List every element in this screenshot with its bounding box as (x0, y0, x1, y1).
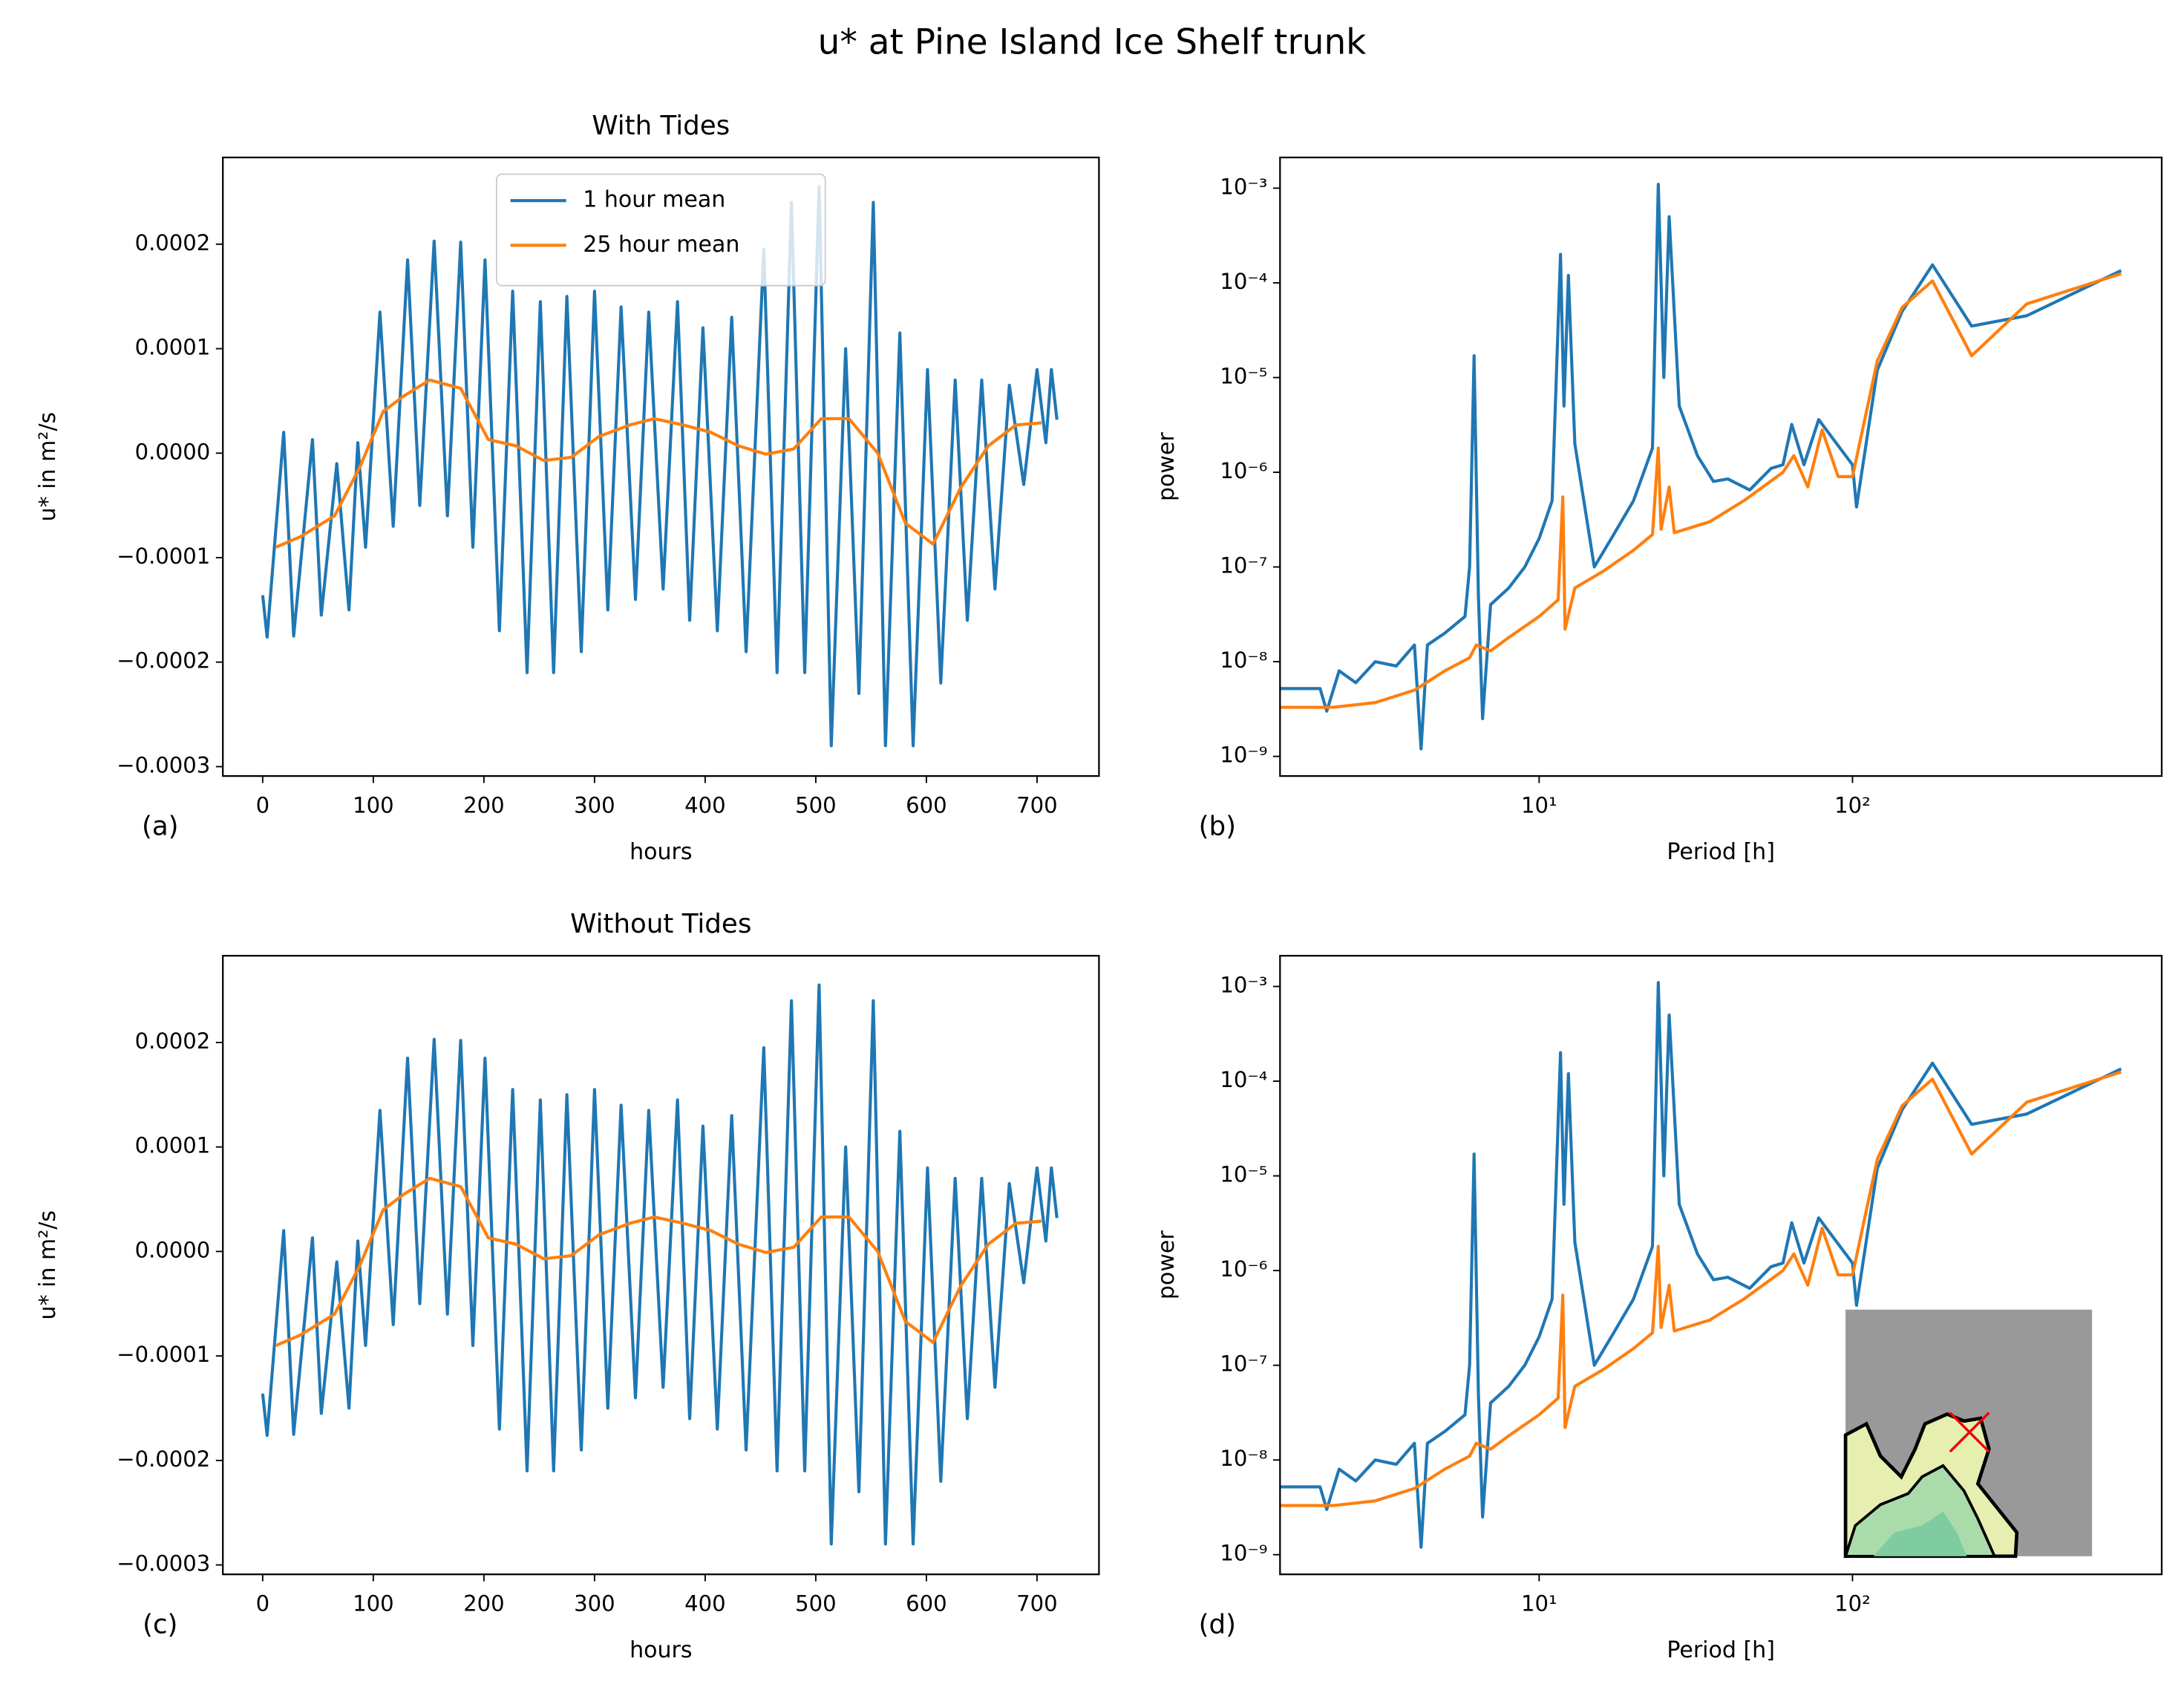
panel-label: (b) (1199, 812, 1236, 842)
legend-box (495, 173, 826, 287)
y-tick-label: −0.0002 (117, 648, 210, 673)
y-tick-label: 10⁻⁸ (1220, 647, 1267, 673)
x-tick-label: 700 (1016, 1591, 1058, 1616)
y-tick-label: 10⁻⁹ (1220, 743, 1267, 768)
x-tick-label: 300 (574, 1591, 615, 1616)
y-tick-label: 10⁻⁴ (1220, 269, 1267, 294)
x-tick-label: 10¹ (1521, 1591, 1557, 1616)
y-tick-label: 0.0000 (135, 1237, 211, 1262)
y-tick-label: 0.0000 (135, 439, 211, 464)
x-tick-label: 700 (1016, 792, 1058, 818)
inset-marker (1949, 1412, 1990, 1453)
y-tick-label: 10⁻⁸ (1220, 1446, 1267, 1471)
x-tick-label: 200 (463, 1591, 505, 1616)
x-tick-label: 400 (684, 792, 726, 818)
x-tick-label: 0 (256, 792, 270, 818)
y-tick-label: −0.0002 (117, 1446, 210, 1472)
legend-label: 1 hour mean (583, 187, 725, 213)
series-line (1281, 1070, 2122, 1507)
x-tick-label: 500 (795, 792, 837, 818)
x-axis-label: hours (630, 839, 692, 865)
y-tick-label: 10⁻⁵ (1220, 1162, 1267, 1187)
axes-title: Without Tides (570, 909, 751, 939)
axes-frame (222, 955, 1100, 1576)
y-axis-label: power (1154, 432, 1180, 501)
x-tick-label: 300 (574, 792, 615, 818)
series-line (1281, 183, 2122, 751)
x-tick-label: 200 (463, 792, 505, 818)
y-tick-label: 0.0002 (135, 230, 211, 255)
series-line (261, 983, 1059, 1546)
axes-title: With Tides (592, 111, 730, 141)
x-tick-label: 0 (256, 1591, 270, 1616)
panel-label: (a) (142, 812, 179, 842)
figure-title: u* at Pine Island Ice Shelf trunk (818, 22, 1367, 63)
y-tick-label: −0.0003 (117, 752, 210, 777)
y-axis-label: power (1154, 1230, 1180, 1299)
y-tick-label: 10⁻³ (1220, 174, 1267, 199)
axes-frame (222, 156, 1100, 777)
y-tick-label: 10⁻⁷ (1220, 1351, 1267, 1377)
series-line (275, 378, 1042, 549)
panel-label: (c) (143, 1610, 177, 1640)
y-tick-label: 10⁻⁹ (1220, 1541, 1267, 1566)
x-tick-label: 100 (353, 792, 394, 818)
y-tick-label: 10⁻⁶ (1220, 1256, 1267, 1282)
x-tick-label: 600 (906, 792, 947, 818)
y-axis-label: u* in m²/s (35, 1210, 61, 1319)
y-tick-label: −0.0001 (117, 544, 210, 569)
series-line (1281, 981, 2122, 1549)
legend-label: 25 hour mean (583, 232, 739, 258)
y-tick-label: 10⁻⁶ (1220, 458, 1267, 483)
y-axis-label: u* in m²/s (35, 412, 61, 521)
x-tick-label: 100 (353, 1591, 394, 1616)
y-tick-label: 0.0002 (135, 1028, 211, 1054)
y-tick-label: −0.0003 (117, 1551, 210, 1576)
y-tick-label: 10⁻³ (1220, 973, 1267, 998)
y-tick-label: 10⁻⁵ (1220, 363, 1267, 388)
x-tick-label: 500 (795, 1591, 837, 1616)
inset-shelf-core (1873, 1511, 1967, 1556)
x-tick-label: 600 (906, 1591, 947, 1616)
x-axis-label: Period [h] (1667, 839, 1775, 865)
x-axis-label: Period [h] (1667, 1637, 1775, 1663)
axes-frame (1279, 955, 2163, 1576)
x-tick-label: 10² (1834, 792, 1871, 818)
x-tick-label: 10¹ (1521, 792, 1557, 818)
x-axis-label: hours (630, 1637, 692, 1663)
x-tick-label: 10² (1834, 1591, 1871, 1616)
y-tick-label: 10⁻⁷ (1220, 553, 1267, 578)
series-line (261, 185, 1059, 748)
y-tick-label: 0.0001 (135, 1133, 211, 1158)
x-tick-label: 400 (684, 1591, 726, 1616)
series-line (1281, 272, 2122, 709)
y-tick-label: −0.0001 (117, 1342, 210, 1367)
panel-label: (d) (1199, 1610, 1236, 1640)
series-line (275, 1176, 1042, 1347)
y-tick-label: 10⁻⁴ (1220, 1067, 1267, 1092)
inset-map (1843, 1309, 2093, 1559)
axes-frame (1279, 156, 2163, 777)
y-tick-label: 0.0001 (135, 335, 211, 360)
